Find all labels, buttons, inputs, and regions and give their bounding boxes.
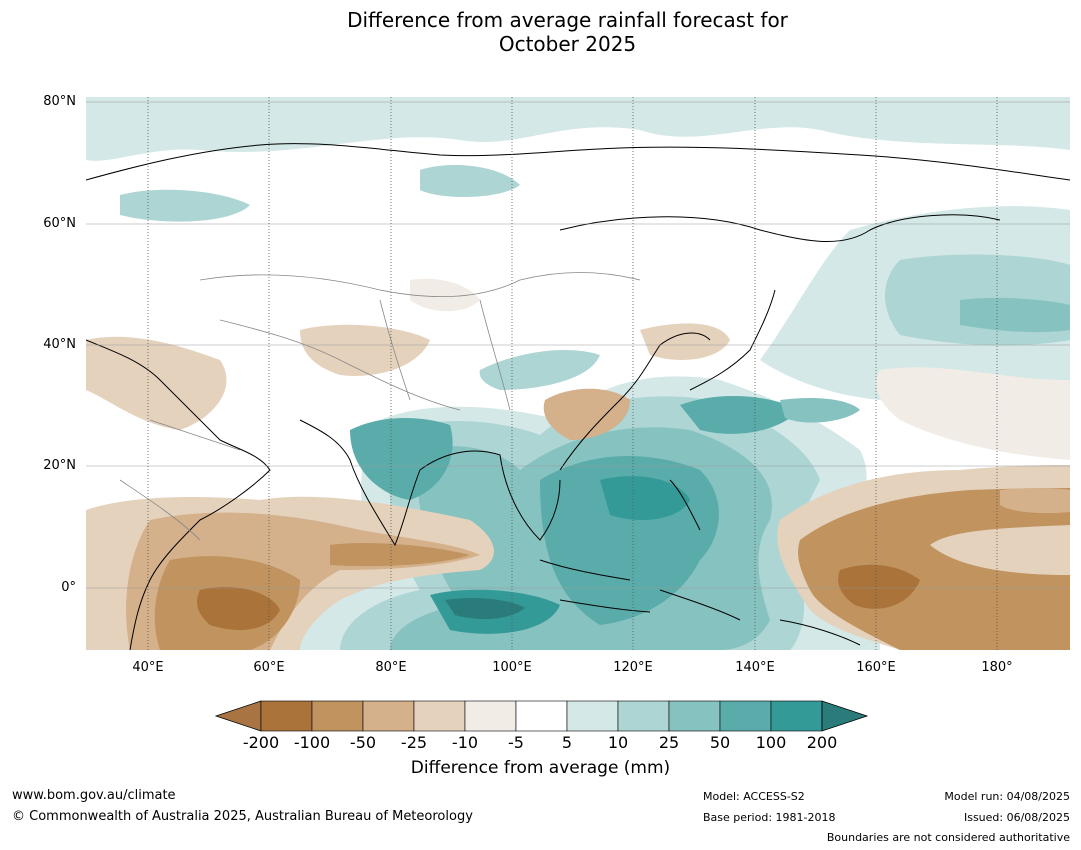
legend-arrow-high: [821, 700, 869, 732]
map-title: Difference from average rainfall forecas…: [347, 8, 788, 56]
legend-tick-label: -200: [242, 733, 280, 752]
lat-label: 40°N: [43, 337, 76, 352]
legend-tick-label: -50: [349, 733, 377, 752]
website-link[interactable]: www.bom.gov.au/climate: [12, 788, 176, 803]
legend-swatch: [770, 700, 823, 732]
legend-tick-label: 5: [561, 733, 573, 752]
legend-swatch: [260, 700, 313, 732]
legend-swatch: [464, 700, 517, 732]
legend-tick-label: -25: [400, 733, 428, 752]
legend-swatch: [719, 700, 772, 732]
rainfall-anomaly-map: [86, 97, 1070, 650]
lat-label: 60°N: [43, 216, 76, 231]
legend-tick-label: 200: [806, 733, 838, 752]
legend-swatch: [515, 700, 568, 732]
meridians: [147, 97, 998, 650]
anomaly-field: [86, 97, 1070, 650]
legend-swatch: [311, 700, 364, 732]
lon-label: 60°E: [253, 660, 285, 675]
legend-tick-label: 100: [755, 733, 787, 752]
legend-tick-label: -5: [508, 733, 524, 752]
coastlines: [86, 143, 1070, 650]
legend-tick-label: 25: [658, 733, 680, 752]
lon-label: 120°E: [613, 660, 653, 675]
legend-swatch: [566, 700, 619, 732]
model-run-date: Model run: 04/08/2025: [944, 790, 1070, 803]
lat-label: 80°N: [43, 94, 76, 109]
legend-tick-label: -10: [451, 733, 479, 752]
issued-date: Issued: 06/08/2025: [963, 811, 1070, 824]
lat-label: 0°: [61, 580, 76, 595]
lon-label: 140°E: [735, 660, 775, 675]
legend-swatch: [617, 700, 670, 732]
gridlines: [86, 101, 1070, 589]
lon-label: 180°: [981, 660, 1013, 675]
lon-label: 40°E: [132, 660, 164, 675]
legend-swatch: [668, 700, 721, 732]
copyright-text: © Commonwealth of Australia 2025, Austra…: [12, 809, 473, 824]
legend-swatch: [413, 700, 466, 732]
legend-tick-label: 50: [709, 733, 731, 752]
legend-tick-label: -100: [293, 733, 331, 752]
lon-label: 80°E: [375, 660, 407, 675]
legend-tick-label: 10: [607, 733, 629, 752]
lat-label: 20°N: [43, 458, 76, 473]
boundaries-note: Boundaries are not considered authoritat…: [826, 831, 1070, 844]
country-borders: [119, 272, 641, 541]
model-name: Model: ACCESS-S2: [703, 790, 805, 803]
legend-arrow-low: [214, 700, 262, 732]
base-period: Base period: 1981-2018: [703, 811, 836, 824]
lon-label: 100°E: [492, 660, 532, 675]
lon-label: 160°E: [856, 660, 896, 675]
legend-title: Difference from average (mm): [410, 758, 671, 778]
legend-swatch: [362, 700, 415, 732]
legend-colorbar: [214, 700, 869, 732]
